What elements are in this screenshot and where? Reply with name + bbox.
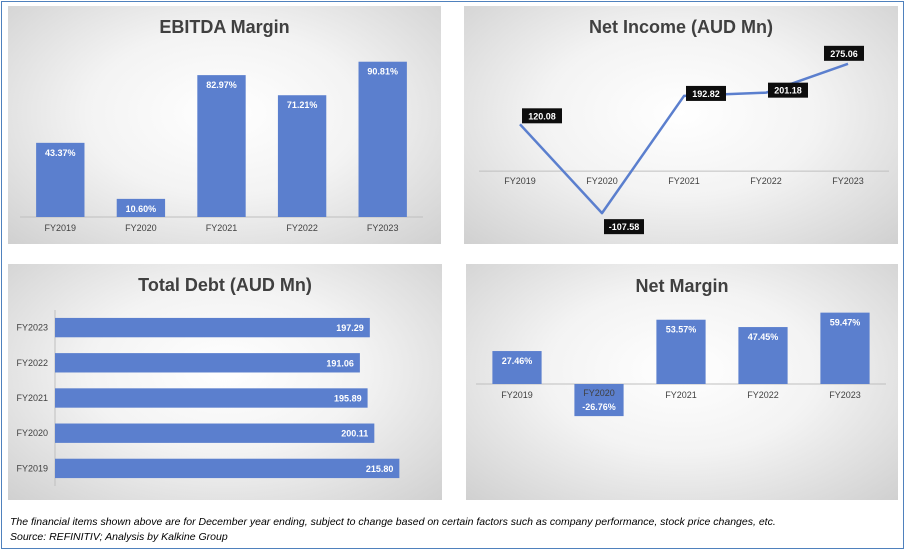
x-tick-fy2022: FY2022 [747, 390, 779, 400]
data-label-fy2020: -26.76% [582, 402, 616, 412]
x-tick-fy2019: FY2019 [501, 390, 533, 400]
bar-fy2021 [55, 388, 368, 408]
data-label-fy2020: 10.60% [126, 204, 157, 214]
bar-fy2022 [277, 95, 327, 217]
data-label-fy2022: 71.21% [287, 100, 318, 110]
chart-title: Total Debt (AUD Mn) [138, 275, 312, 295]
net-income-chart: Net Income (AUD Mn) FY2019 FY2020 FY2021 FY2… [464, 6, 898, 244]
data-label-fy2020: -107.58 [609, 222, 640, 232]
data-label-fy2021: 195.89 [334, 394, 362, 404]
bar-fy2021 [656, 319, 706, 384]
x-tick-fy2020: FY2020 [583, 388, 615, 398]
x-tick-fy2023: FY2023 [829, 390, 861, 400]
x-tick-fy2022: FY2022 [286, 223, 318, 233]
data-label-box-fy2023 [824, 45, 864, 61]
data-label-fy2022: 47.45% [748, 332, 779, 342]
x-tick-fy2021: FY2021 [668, 176, 700, 186]
y-tick-fy2023: FY2023 [16, 323, 48, 333]
x-tick-fy2021: FY2021 [665, 390, 697, 400]
ebitda-margin-chart: EBITDA Margin 43.37% FY2019 10.60% FY2020 82.… [8, 6, 441, 244]
bar-fy2020 [116, 198, 166, 217]
data-label-box-fy2021 [686, 85, 726, 101]
bar-fy2023 [55, 317, 370, 338]
bar-fy2022 [738, 327, 788, 384]
data-label-box-fy2022 [768, 82, 808, 98]
data-label-fy2019: 120.08 [528, 111, 556, 121]
data-label-fy2022: 191.06 [326, 358, 354, 368]
total-debt-svg: Total Debt (AUD Mn) 197.29 FY2023 191.06 FY2… [16, 275, 400, 486]
x-tick-fy2020: FY2020 [125, 223, 157, 233]
bar-fy2019 [55, 458, 400, 479]
x-tick-fy2023: FY2023 [367, 223, 399, 233]
x-tick-fy2020: FY2020 [586, 176, 618, 186]
bar-fy2023 [358, 61, 407, 217]
chart-title: EBITDA Margin [159, 17, 289, 37]
chart-title: Net Margin [635, 276, 728, 296]
y-tick-fy2020: FY2020 [16, 428, 48, 438]
data-label-fy2020: 200.11 [341, 429, 368, 439]
data-label-fy2023: 197.29 [336, 323, 364, 333]
y-tick-fy2021: FY2021 [16, 393, 48, 403]
x-tick-fy2022: FY2022 [750, 176, 782, 186]
bar-fy2023 [820, 312, 870, 384]
data-label-fy2023: 59.47% [830, 318, 861, 328]
bar-fy2020 [574, 384, 624, 417]
total-debt-chart: Total Debt (AUD Mn) 197.29 FY2023 191.06 FY2… [8, 264, 442, 500]
data-label-box-fy2019 [522, 108, 562, 124]
data-label-fy2019: 215.80 [366, 464, 394, 474]
bar-fy2020 [55, 423, 375, 443]
net-income-svg: Net Income (AUD Mn) FY2019 FY2020 FY2021 FY2… [479, 17, 889, 235]
bar-fy2019 [36, 142, 85, 217]
x-tick-fy2023: FY2023 [832, 176, 864, 186]
data-label-box-fy2020 [604, 219, 644, 235]
bar-fy2021 [197, 75, 246, 217]
data-label-fy2019: 43.37% [45, 148, 76, 158]
x-tick-fy2019: FY2019 [45, 223, 77, 233]
data-label-fy2022: 201.18 [774, 86, 802, 96]
bar-fy2019 [492, 351, 542, 384]
net-margin-svg: Net Margin 27.46% FY2019 -26.76% FY2020 53.57… [476, 276, 886, 417]
y-tick-fy2019: FY2019 [16, 463, 48, 473]
footnote-source: Source: REFINITIV; Analysis by Kalkine G… [10, 531, 228, 543]
data-label-fy2023: 275.06 [830, 49, 858, 59]
footnote-disclaimer: The financial items shown above are for … [10, 516, 776, 528]
x-tick-fy2019: FY2019 [504, 176, 536, 186]
data-label-fy2023: 90.81% [367, 67, 398, 77]
data-label-fy2019: 27.46% [502, 356, 533, 366]
bar-fy2022 [55, 353, 360, 373]
data-label-fy2021: 82.97% [206, 80, 237, 90]
chart-title: Net Income (AUD Mn) [589, 17, 773, 37]
ebitda-margin-svg: EBITDA Margin 43.37% FY2019 10.60% FY2020 82.… [20, 17, 423, 233]
data-label-fy2021: 192.82 [692, 89, 720, 99]
net-margin-chart: Net Margin 27.46% FY2019 -26.76% FY2020 53.57… [466, 264, 898, 500]
data-label-fy2021: 53.57% [666, 325, 697, 335]
x-tick-fy2021: FY2021 [206, 223, 238, 233]
y-tick-fy2022: FY2022 [16, 358, 48, 368]
